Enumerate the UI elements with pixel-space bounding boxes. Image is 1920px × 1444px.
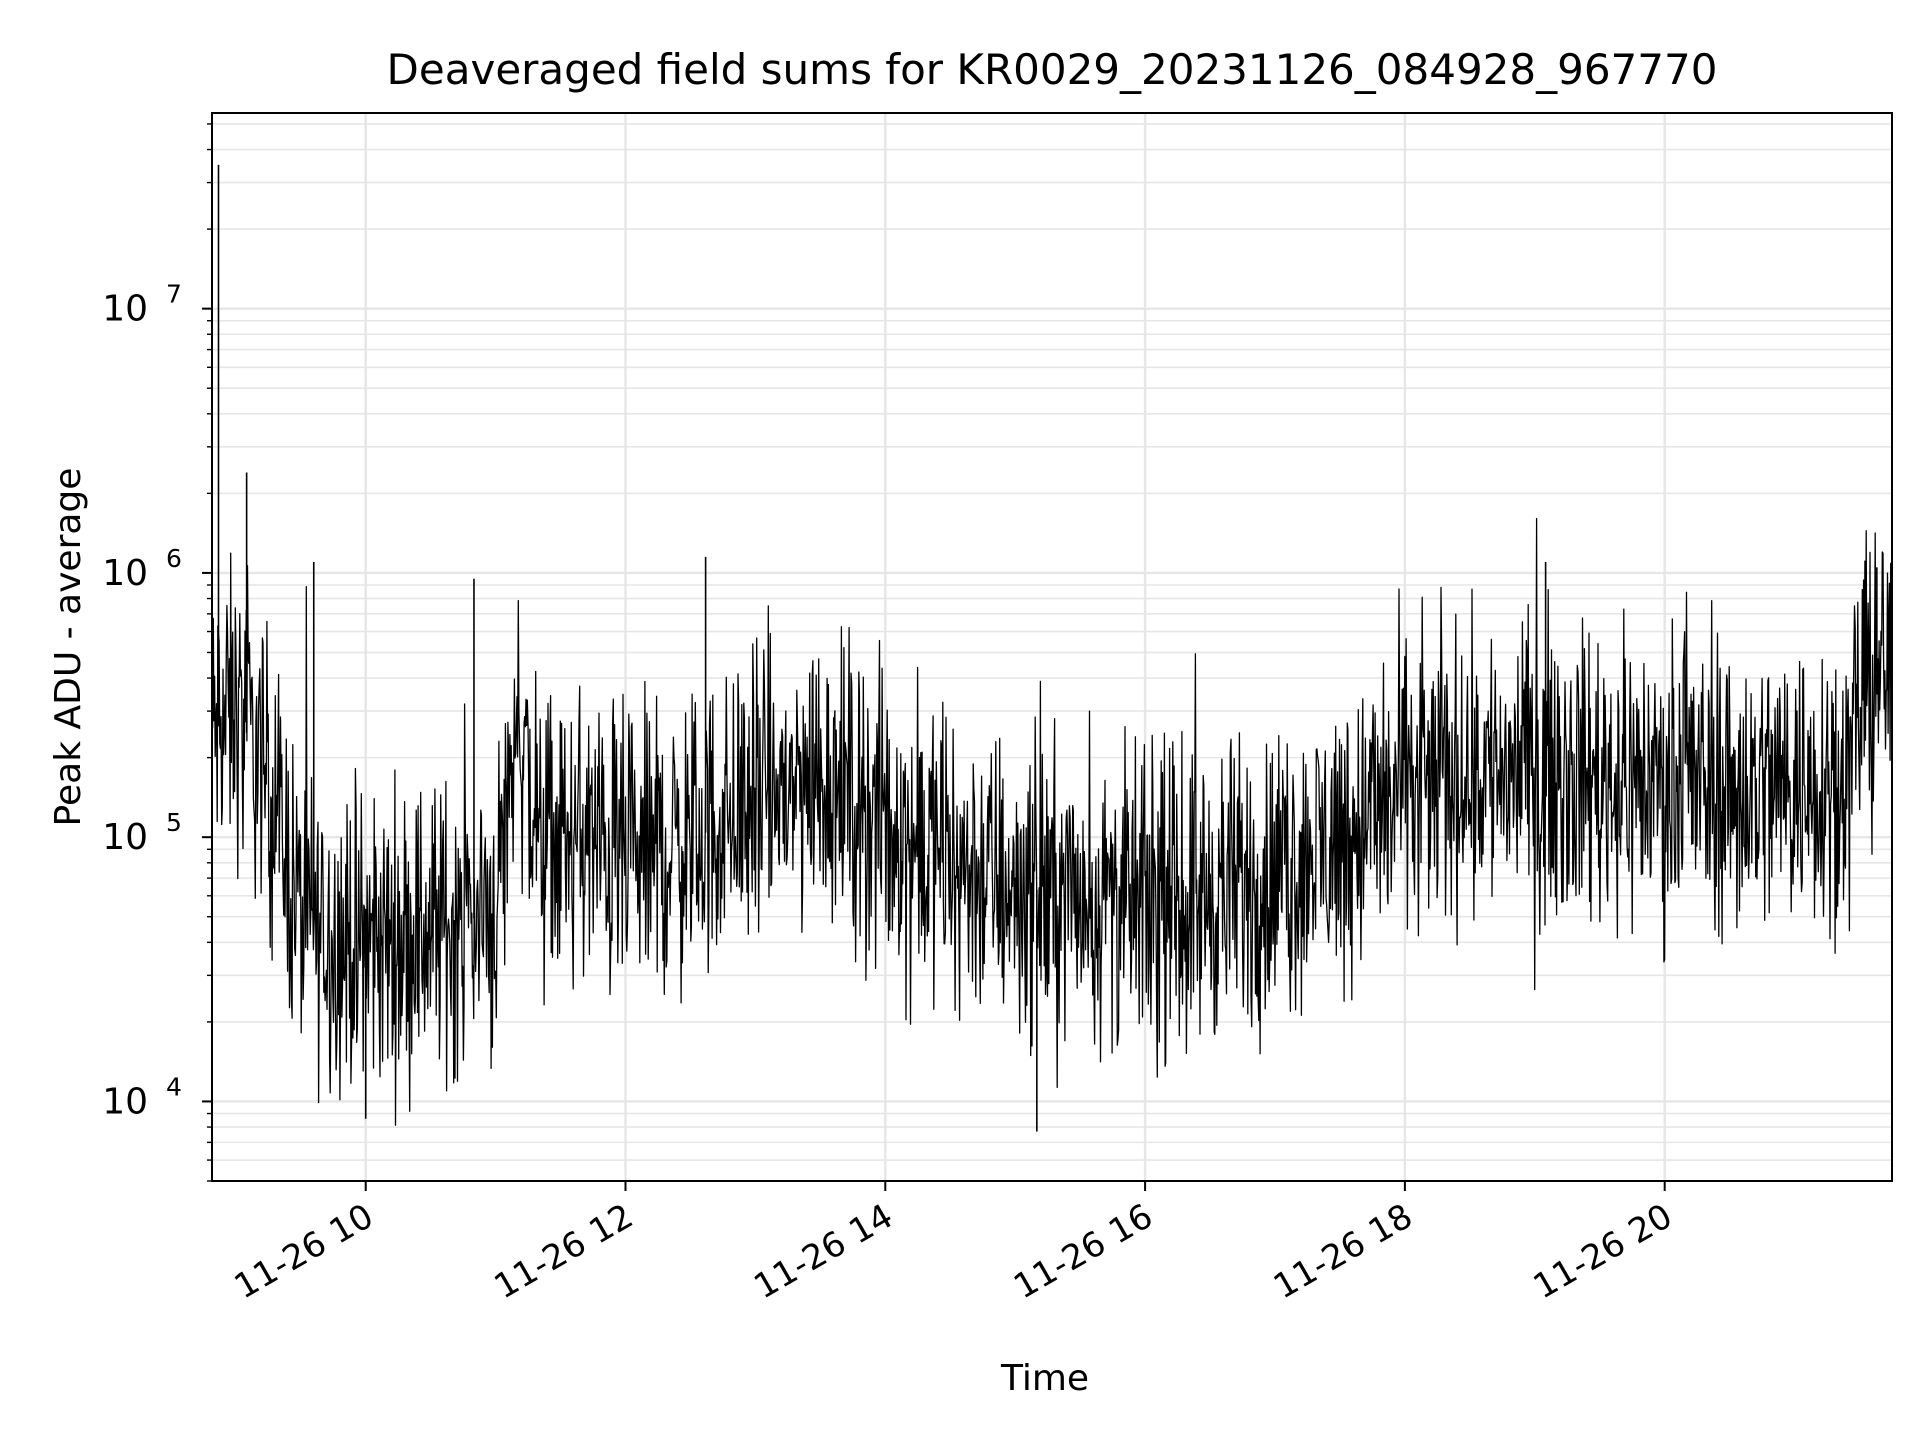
y-tick-label: 10 [102, 289, 148, 330]
y-tick-exponent: 6 [166, 544, 182, 573]
y-axis-label: Peak ADU - average [48, 468, 89, 827]
y-tick-base: 10 [102, 817, 148, 858]
chart-title: Deaveraged field sums for KR0029_2023112… [387, 45, 1718, 94]
y-tick-exponent: 7 [166, 280, 182, 309]
x-tick-label: 11-26 14 [747, 1196, 899, 1307]
series-layer [211, 164, 1893, 1132]
y-tick-label: 10 [102, 1081, 148, 1122]
x-tick-label: 11-26 20 [1527, 1196, 1679, 1307]
x-tick-label: 11-26 18 [1267, 1196, 1419, 1307]
x-tick-label: 11-26 16 [1007, 1196, 1159, 1307]
y-tick-exponent: 5 [166, 808, 182, 837]
y-tick-label: 10 [102, 817, 148, 858]
x-tick-label: 11-26 10 [228, 1196, 380, 1307]
y-tick-base: 10 [102, 289, 148, 330]
series-line [211, 517, 1893, 1126]
plot-frame [211, 112, 1893, 1182]
y-tick-exponent: 4 [166, 1072, 182, 1101]
y-tick-label: 10 [102, 553, 148, 594]
y-tick-base: 10 [102, 1081, 148, 1122]
x-tick-label: 11-26 12 [488, 1196, 640, 1307]
y-tick-base: 10 [102, 553, 148, 594]
x-axis-label: Time [1000, 1358, 1089, 1399]
